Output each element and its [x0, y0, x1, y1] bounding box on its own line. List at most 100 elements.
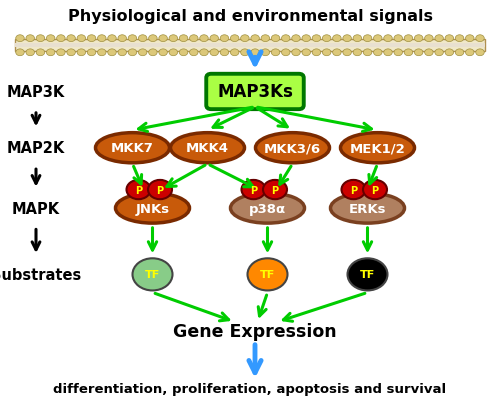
- Circle shape: [200, 36, 208, 43]
- Circle shape: [272, 36, 280, 43]
- Circle shape: [394, 50, 402, 57]
- Circle shape: [302, 36, 310, 43]
- Text: P: P: [350, 185, 357, 195]
- Text: MAP3K: MAP3K: [7, 85, 65, 100]
- Circle shape: [210, 50, 218, 57]
- Text: TF: TF: [360, 270, 375, 279]
- Circle shape: [77, 36, 86, 43]
- Text: TF: TF: [145, 270, 160, 279]
- Circle shape: [200, 50, 208, 57]
- Ellipse shape: [96, 133, 170, 164]
- Circle shape: [230, 36, 239, 43]
- Circle shape: [312, 36, 320, 43]
- Circle shape: [128, 36, 136, 43]
- Circle shape: [126, 180, 150, 200]
- Circle shape: [159, 50, 168, 57]
- Circle shape: [210, 36, 218, 43]
- Circle shape: [108, 36, 116, 43]
- Circle shape: [263, 180, 287, 200]
- Text: P: P: [372, 185, 378, 195]
- Circle shape: [384, 36, 392, 43]
- Circle shape: [466, 36, 474, 43]
- Circle shape: [414, 36, 423, 43]
- Circle shape: [374, 36, 382, 43]
- Circle shape: [261, 36, 270, 43]
- Circle shape: [240, 50, 249, 57]
- Text: P: P: [135, 185, 142, 195]
- Circle shape: [16, 36, 24, 43]
- Circle shape: [282, 50, 290, 57]
- Text: P: P: [156, 185, 164, 195]
- Text: Gene Expression: Gene Expression: [173, 322, 337, 340]
- Circle shape: [67, 36, 76, 43]
- Circle shape: [190, 50, 198, 57]
- Text: Physiological and environmental signals: Physiological and environmental signals: [68, 9, 432, 24]
- Circle shape: [342, 180, 365, 200]
- Circle shape: [148, 180, 172, 200]
- Ellipse shape: [170, 133, 244, 164]
- Circle shape: [332, 36, 341, 43]
- FancyBboxPatch shape: [206, 75, 304, 110]
- Circle shape: [98, 50, 106, 57]
- Circle shape: [348, 259, 388, 291]
- Circle shape: [77, 50, 86, 57]
- Circle shape: [26, 50, 34, 57]
- Circle shape: [88, 36, 96, 43]
- Circle shape: [159, 36, 168, 43]
- Circle shape: [46, 50, 55, 57]
- Circle shape: [322, 36, 331, 43]
- Circle shape: [16, 50, 24, 57]
- Circle shape: [56, 36, 65, 43]
- Text: JNKs: JNKs: [136, 202, 170, 215]
- Circle shape: [292, 50, 300, 57]
- Circle shape: [364, 50, 372, 57]
- Circle shape: [138, 50, 147, 57]
- FancyBboxPatch shape: [15, 44, 485, 48]
- Circle shape: [26, 36, 34, 43]
- Circle shape: [148, 36, 157, 43]
- Text: MAPK: MAPK: [12, 201, 60, 216]
- Circle shape: [36, 50, 44, 57]
- Circle shape: [190, 36, 198, 43]
- Text: Substrates: Substrates: [0, 267, 81, 282]
- Circle shape: [98, 36, 106, 43]
- Circle shape: [88, 50, 96, 57]
- Circle shape: [353, 36, 362, 43]
- Circle shape: [353, 50, 362, 57]
- Circle shape: [56, 50, 65, 57]
- Text: P: P: [272, 185, 278, 195]
- Circle shape: [343, 36, 351, 43]
- Ellipse shape: [256, 133, 330, 164]
- Circle shape: [292, 36, 300, 43]
- Circle shape: [248, 259, 288, 291]
- Text: MAP2K: MAP2K: [7, 141, 65, 156]
- Circle shape: [36, 36, 44, 43]
- Text: MAP3Ks: MAP3Ks: [217, 83, 293, 101]
- Ellipse shape: [116, 194, 190, 223]
- Circle shape: [220, 50, 228, 57]
- Text: P: P: [250, 185, 257, 195]
- Circle shape: [169, 50, 177, 57]
- Circle shape: [424, 50, 433, 57]
- Circle shape: [476, 36, 484, 43]
- Circle shape: [180, 50, 188, 57]
- Circle shape: [404, 36, 412, 43]
- Circle shape: [394, 36, 402, 43]
- Circle shape: [132, 259, 172, 291]
- Text: ERKs: ERKs: [349, 202, 386, 215]
- Circle shape: [240, 36, 249, 43]
- Circle shape: [332, 50, 341, 57]
- Circle shape: [148, 50, 157, 57]
- Text: p38α: p38α: [249, 202, 286, 215]
- Circle shape: [128, 50, 136, 57]
- Circle shape: [384, 50, 392, 57]
- Text: MEK1/2: MEK1/2: [350, 142, 406, 155]
- Text: MKK3/6: MKK3/6: [264, 142, 321, 155]
- Circle shape: [374, 50, 382, 57]
- Circle shape: [445, 36, 454, 43]
- Circle shape: [456, 36, 464, 43]
- Circle shape: [414, 50, 423, 57]
- Circle shape: [46, 36, 55, 43]
- Circle shape: [180, 36, 188, 43]
- Circle shape: [118, 50, 126, 57]
